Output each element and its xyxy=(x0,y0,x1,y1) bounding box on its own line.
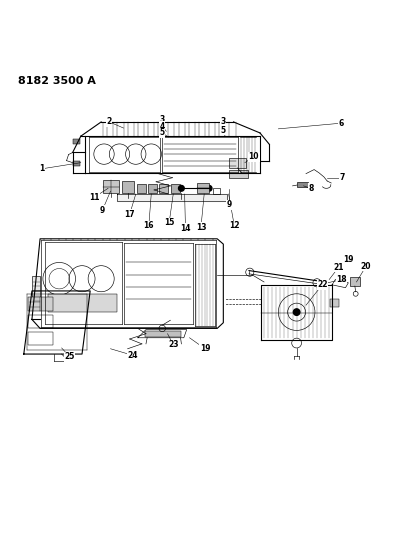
Text: 16: 16 xyxy=(143,221,154,230)
Text: 3: 3 xyxy=(220,117,225,126)
Text: 5: 5 xyxy=(220,126,225,134)
Bar xyxy=(196,183,209,193)
Bar xyxy=(148,184,157,193)
Text: 3: 3 xyxy=(159,115,164,124)
Text: 25: 25 xyxy=(65,352,75,361)
Text: 22: 22 xyxy=(316,280,327,289)
Text: 9: 9 xyxy=(226,200,231,209)
Text: 15: 15 xyxy=(164,218,174,227)
Bar xyxy=(48,294,116,312)
Bar xyxy=(72,140,80,143)
Text: 24: 24 xyxy=(127,351,137,360)
Bar xyxy=(296,182,308,187)
Text: 17: 17 xyxy=(124,210,135,219)
Circle shape xyxy=(206,185,211,191)
Text: 14: 14 xyxy=(180,224,190,233)
Text: 23: 23 xyxy=(168,340,178,349)
Bar xyxy=(228,171,247,177)
Text: 6: 6 xyxy=(338,119,343,128)
Text: 20: 20 xyxy=(360,262,370,271)
Text: 4: 4 xyxy=(159,122,164,131)
Bar xyxy=(32,276,40,304)
Bar xyxy=(171,184,179,193)
Bar xyxy=(330,299,339,307)
Text: 2: 2 xyxy=(106,117,112,126)
Text: 21: 21 xyxy=(333,263,343,272)
Text: 11: 11 xyxy=(89,193,99,202)
Polygon shape xyxy=(117,194,227,201)
Bar xyxy=(103,180,118,193)
Text: 8: 8 xyxy=(308,184,313,193)
Text: 7: 7 xyxy=(339,173,344,182)
Bar xyxy=(28,333,53,345)
Bar xyxy=(229,158,245,168)
Circle shape xyxy=(293,309,299,316)
Text: 8182 3500 A: 8182 3500 A xyxy=(18,76,95,86)
Bar xyxy=(349,277,359,286)
Bar xyxy=(72,161,80,166)
Text: 9: 9 xyxy=(99,206,105,215)
Text: 1: 1 xyxy=(39,164,45,173)
Text: 5: 5 xyxy=(159,128,164,138)
Text: 19: 19 xyxy=(199,344,210,353)
Text: 18: 18 xyxy=(335,275,346,284)
Text: 13: 13 xyxy=(195,223,206,232)
Bar xyxy=(136,184,145,193)
Bar xyxy=(144,331,181,336)
Text: 12: 12 xyxy=(229,221,239,230)
Bar xyxy=(121,181,133,193)
Bar xyxy=(213,188,220,194)
Text: 19: 19 xyxy=(342,255,353,264)
Bar xyxy=(159,184,168,193)
Bar xyxy=(28,297,53,311)
Circle shape xyxy=(178,185,184,191)
Bar xyxy=(28,316,53,328)
Text: 10: 10 xyxy=(248,152,258,161)
